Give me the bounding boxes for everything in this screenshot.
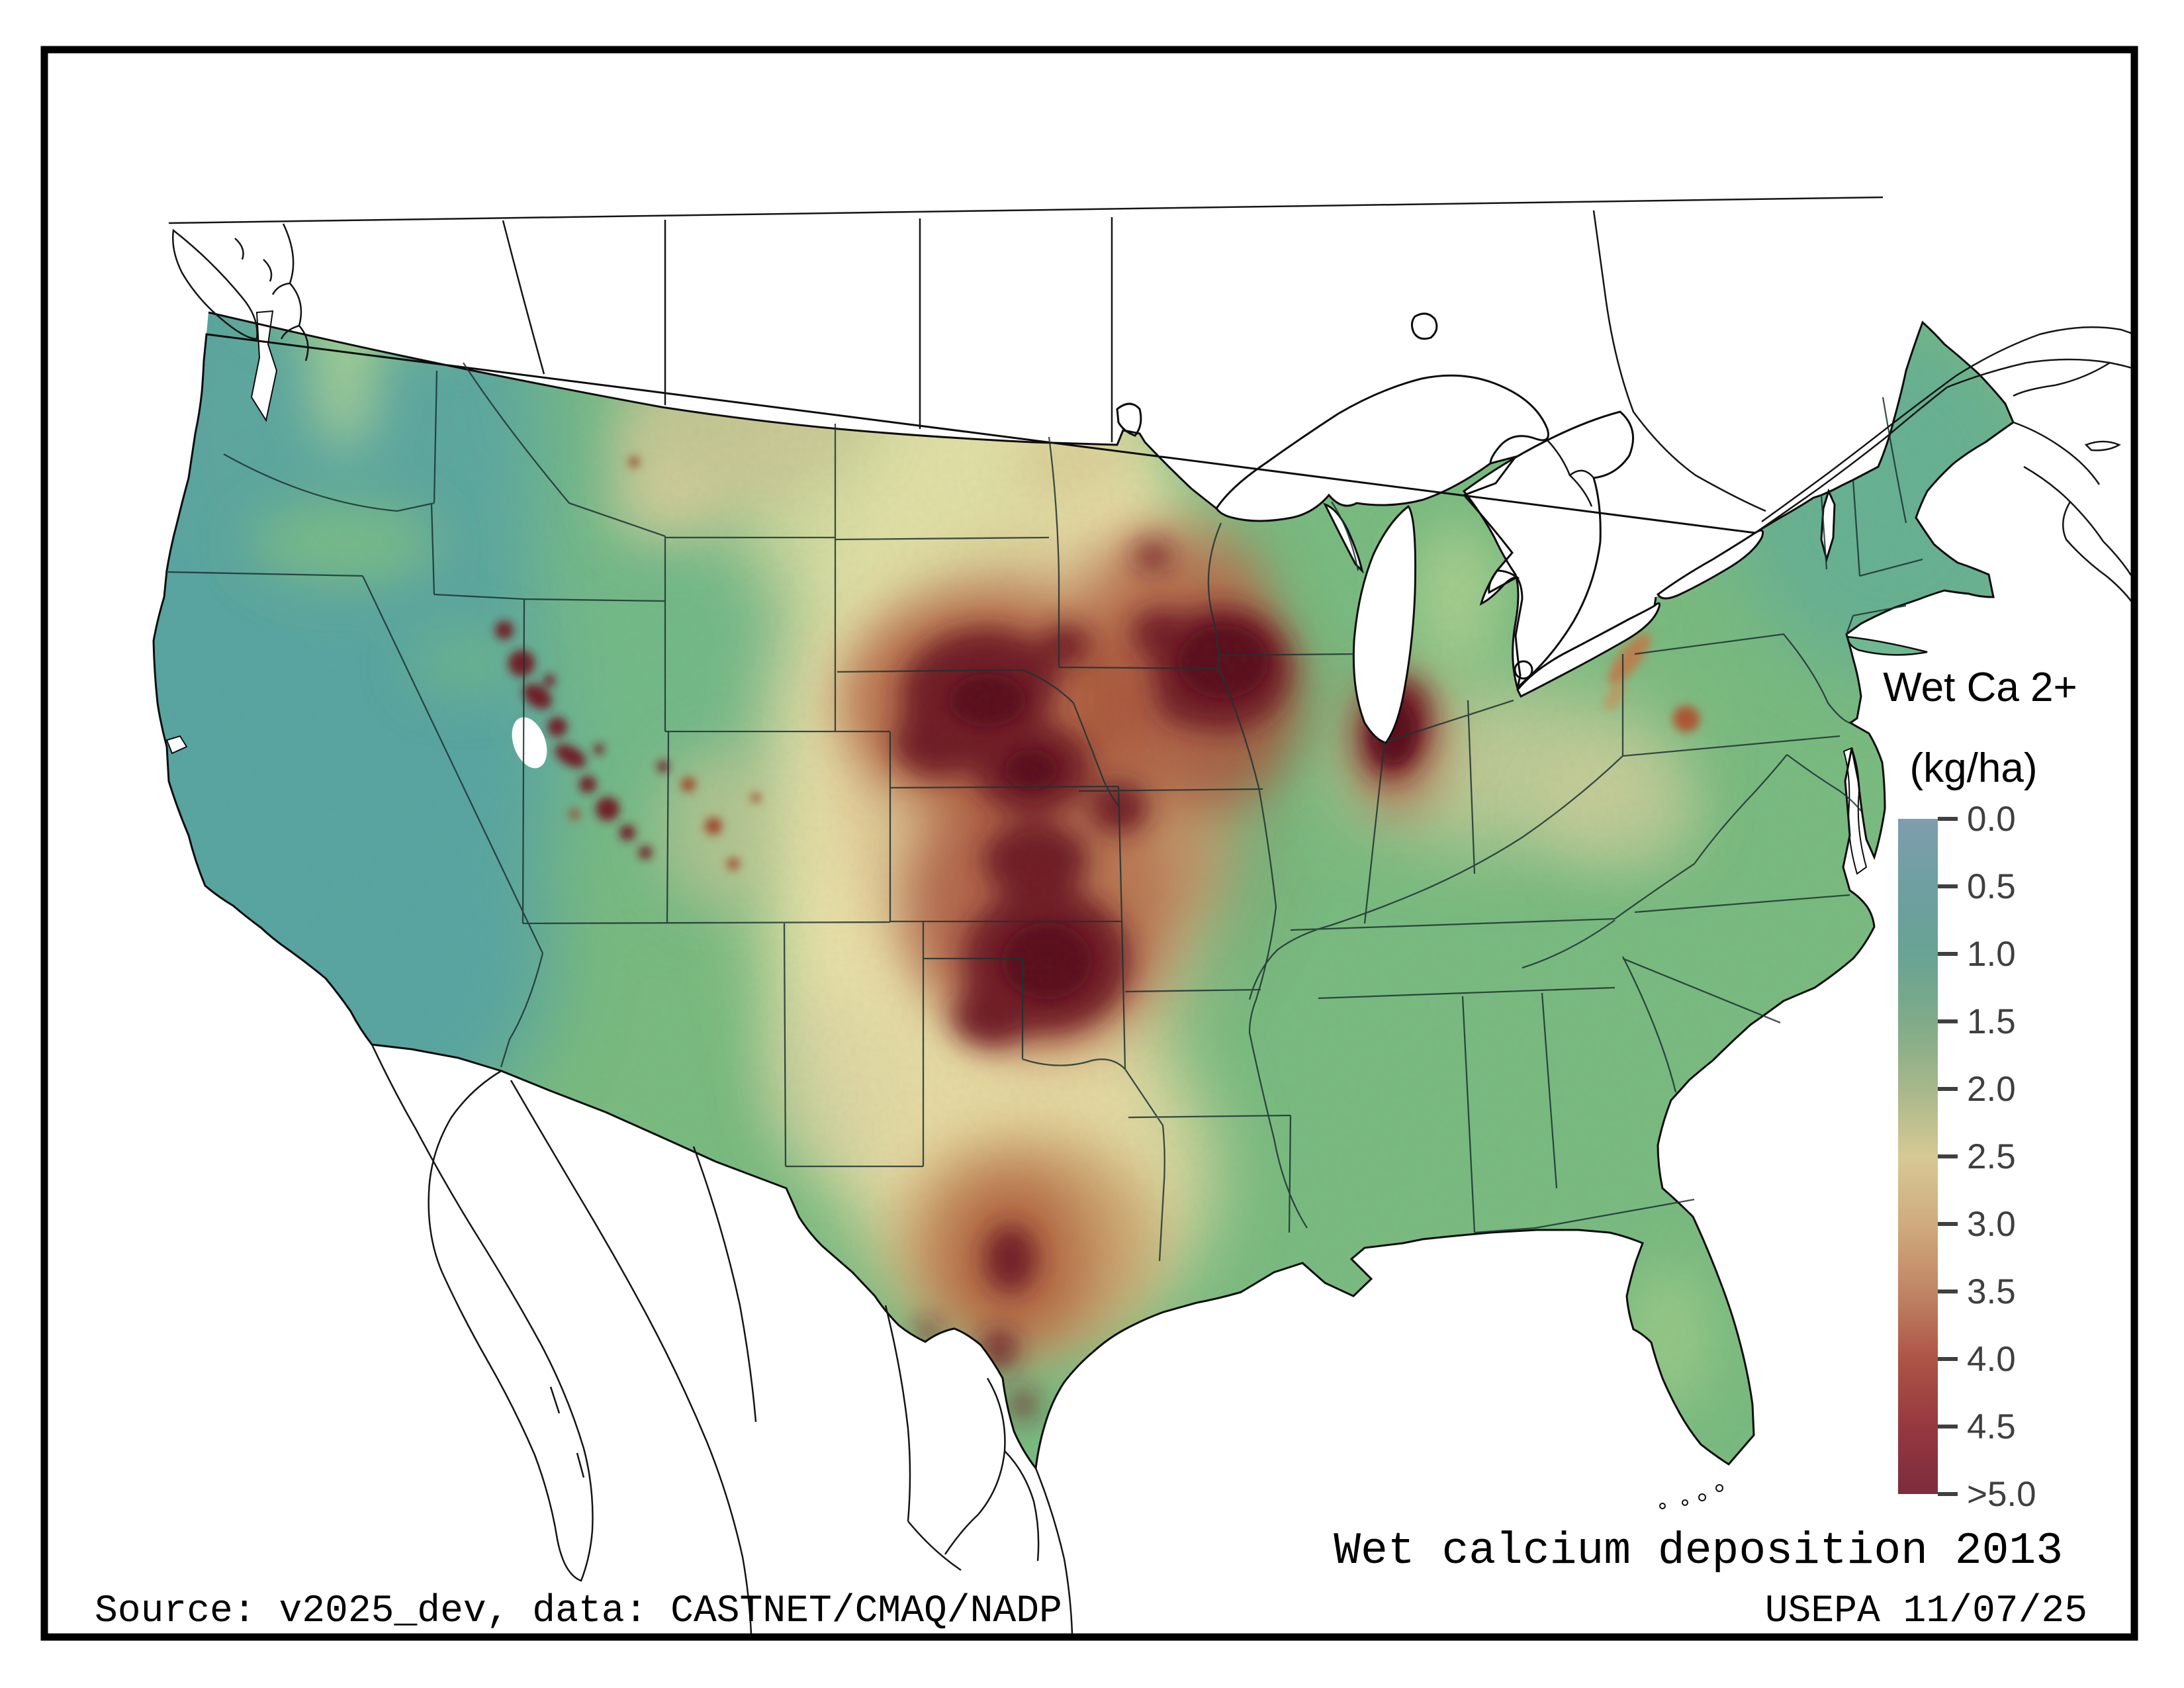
colorbar-tick-4.5: 4.5 [1967, 1407, 2016, 1446]
colorbar-tick-0.5: 0.5 [1967, 867, 2016, 906]
gulf-of-california-islands [549, 1386, 585, 1478]
colorbar-tick-2.5: 2.5 [1967, 1137, 2016, 1176]
st-lawrence-river [1754, 375, 1956, 534]
mexico-outlines [371, 1044, 1073, 1634]
colorbar [1898, 817, 1958, 1496]
colorbar-tick-1.0: 1.0 [1967, 935, 2016, 974]
agency-date-caption: USEPA 11/07/25 [1764, 1590, 2087, 1633]
florida-keys [1659, 1484, 1723, 1509]
legend-title: Wet Ca 2+ [1883, 665, 2077, 710]
colorbar-tick-gt5.0: >5.0 [1967, 1475, 2036, 1514]
lake-superior [1215, 374, 1549, 522]
san-francisco-bay [165, 735, 188, 755]
colorbar-tick-3.5: 3.5 [1967, 1272, 2016, 1311]
plot-frame [40, 46, 2138, 1641]
lake-michigan [1352, 504, 1417, 744]
inland-water-cutouts [165, 310, 1868, 875]
colorbar-tick-3.0: 3.0 [1967, 1205, 2016, 1244]
lake-of-the-woods [1116, 402, 1142, 437]
georgian-bay-detail [1547, 440, 1594, 507]
green-bay [1323, 502, 1364, 574]
us-deposition-raster [154, 312, 2013, 1468]
mexico-state-lines [692, 1146, 1073, 1634]
great-salt-lake [512, 717, 547, 769]
bc-coast [234, 223, 309, 361]
lake-erie [1516, 602, 1661, 698]
colorbar-tick-0.0: 0.0 [1967, 800, 2016, 839]
map-title: Wet calcium deposition 2013 [1334, 1526, 2063, 1577]
lake-st-clair [1514, 660, 1533, 680]
colorbar-tick-4.0: 4.0 [1967, 1340, 2016, 1379]
legend-units: (kg/ha) [1909, 745, 2038, 791]
vancouver-island [172, 228, 258, 340]
colorbar-tick-1.5: 1.5 [1967, 1002, 2016, 1041]
great-lakes [1116, 312, 1836, 744]
baja-california [371, 1044, 594, 1582]
mexico-mainland-coast [510, 1080, 752, 1634]
source-caption: Source: v2025_dev, data: CASTNET/CMAQ/NA… [95, 1590, 1062, 1633]
long-island [1846, 635, 1928, 656]
lake-ontario [1657, 529, 1764, 600]
canada-province-borders [502, 210, 1766, 512]
colorbar-tick-marks [1938, 817, 1958, 1496]
gulf-of-st-lawrence-gaspe [1946, 326, 2135, 397]
colorbar-gradient [1898, 819, 1938, 1494]
model-domain-line [168, 196, 1884, 224]
new-brunswick-nova-scotia [2013, 421, 2136, 606]
colorbar-tick-2.0: 2.0 [1967, 1070, 2016, 1109]
lake-nipigon [1410, 312, 1438, 340]
us-coast-and-border-outline [152, 311, 2015, 1471]
puget-sound [250, 310, 278, 422]
state-boundaries [165, 362, 1923, 1262]
